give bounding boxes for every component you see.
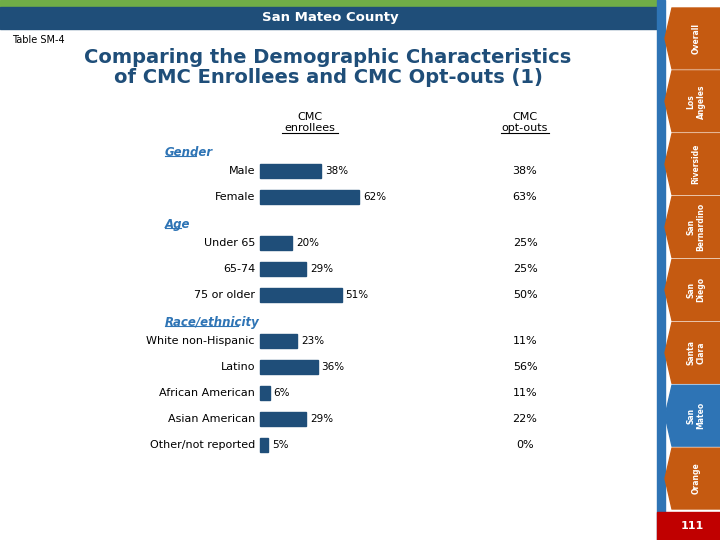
Text: African American: African American: [159, 388, 255, 398]
Text: 23%: 23%: [301, 336, 324, 346]
Bar: [657, 0, 665, 540]
Text: 20%: 20%: [296, 238, 319, 248]
Text: Race/ethnicity: Race/ethnicity: [165, 316, 260, 329]
Bar: [0, 7, 657, 29]
Text: San
Diego: San Diego: [686, 278, 706, 302]
Text: 36%: 36%: [322, 362, 345, 372]
Text: CMC: CMC: [513, 112, 538, 122]
Text: Orange: Orange: [691, 463, 701, 495]
Text: 6%: 6%: [274, 388, 290, 398]
Text: 29%: 29%: [310, 264, 333, 274]
Text: 0%: 0%: [516, 440, 534, 450]
Bar: [260, 360, 318, 374]
Polygon shape: [665, 260, 720, 320]
Polygon shape: [665, 197, 720, 258]
Bar: [260, 334, 297, 348]
Text: Other/not reported: Other/not reported: [150, 440, 255, 450]
Text: 51%: 51%: [346, 290, 369, 300]
Polygon shape: [665, 134, 720, 194]
Bar: [260, 236, 292, 250]
Text: 63%: 63%: [513, 192, 537, 202]
Text: Riverside: Riverside: [691, 144, 701, 184]
Bar: [0, 0, 657, 7]
Text: Female: Female: [215, 192, 255, 202]
Text: Overall: Overall: [691, 23, 701, 54]
Text: Table SM-4: Table SM-4: [12, 35, 65, 45]
Text: 29%: 29%: [310, 414, 333, 424]
Bar: [260, 386, 269, 400]
Bar: [260, 190, 359, 204]
Text: 75 or older: 75 or older: [194, 290, 255, 300]
Text: Gender: Gender: [165, 146, 213, 159]
Text: 56%: 56%: [513, 362, 537, 372]
Text: Santa
Clara: Santa Clara: [686, 340, 706, 366]
Text: 65-74: 65-74: [222, 264, 255, 274]
Text: Male: Male: [228, 166, 255, 176]
Polygon shape: [665, 71, 720, 132]
Bar: [260, 438, 268, 452]
Text: 50%: 50%: [513, 290, 537, 300]
Text: 11%: 11%: [513, 388, 537, 398]
Polygon shape: [665, 322, 720, 383]
Text: San Mateo County: San Mateo County: [261, 11, 398, 24]
Bar: [657, 512, 720, 540]
Text: San
Bernardino: San Bernardino: [686, 203, 706, 251]
Text: 25%: 25%: [513, 264, 537, 274]
Text: 38%: 38%: [325, 166, 348, 176]
Bar: [260, 412, 307, 426]
Polygon shape: [665, 385, 720, 446]
Bar: [260, 164, 321, 178]
Text: Under 65: Under 65: [204, 238, 255, 248]
Text: 25%: 25%: [513, 238, 537, 248]
Text: Latino: Latino: [220, 362, 255, 372]
Text: 38%: 38%: [513, 166, 537, 176]
Text: San
Mateo: San Mateo: [686, 402, 706, 429]
Text: White non-Hispanic: White non-Hispanic: [146, 336, 255, 346]
Text: 22%: 22%: [513, 414, 537, 424]
Polygon shape: [665, 448, 720, 509]
Bar: [260, 288, 341, 302]
Text: enrollees: enrollees: [284, 123, 336, 133]
Text: 11%: 11%: [513, 336, 537, 346]
Text: Asian American: Asian American: [168, 414, 255, 424]
Text: Age: Age: [165, 218, 191, 231]
Text: of CMC Enrollees and CMC Opt-outs (1): of CMC Enrollees and CMC Opt-outs (1): [114, 68, 542, 87]
Text: Los
Angeles: Los Angeles: [686, 84, 706, 119]
Text: opt-outs: opt-outs: [502, 123, 548, 133]
Text: 111: 111: [681, 521, 704, 531]
Text: Comparing the Demographic Characteristics: Comparing the Demographic Characteristic…: [84, 48, 572, 67]
Text: 5%: 5%: [272, 440, 289, 450]
Text: 62%: 62%: [363, 192, 387, 202]
Text: CMC: CMC: [297, 112, 323, 122]
Polygon shape: [665, 8, 720, 69]
Bar: [260, 262, 307, 276]
